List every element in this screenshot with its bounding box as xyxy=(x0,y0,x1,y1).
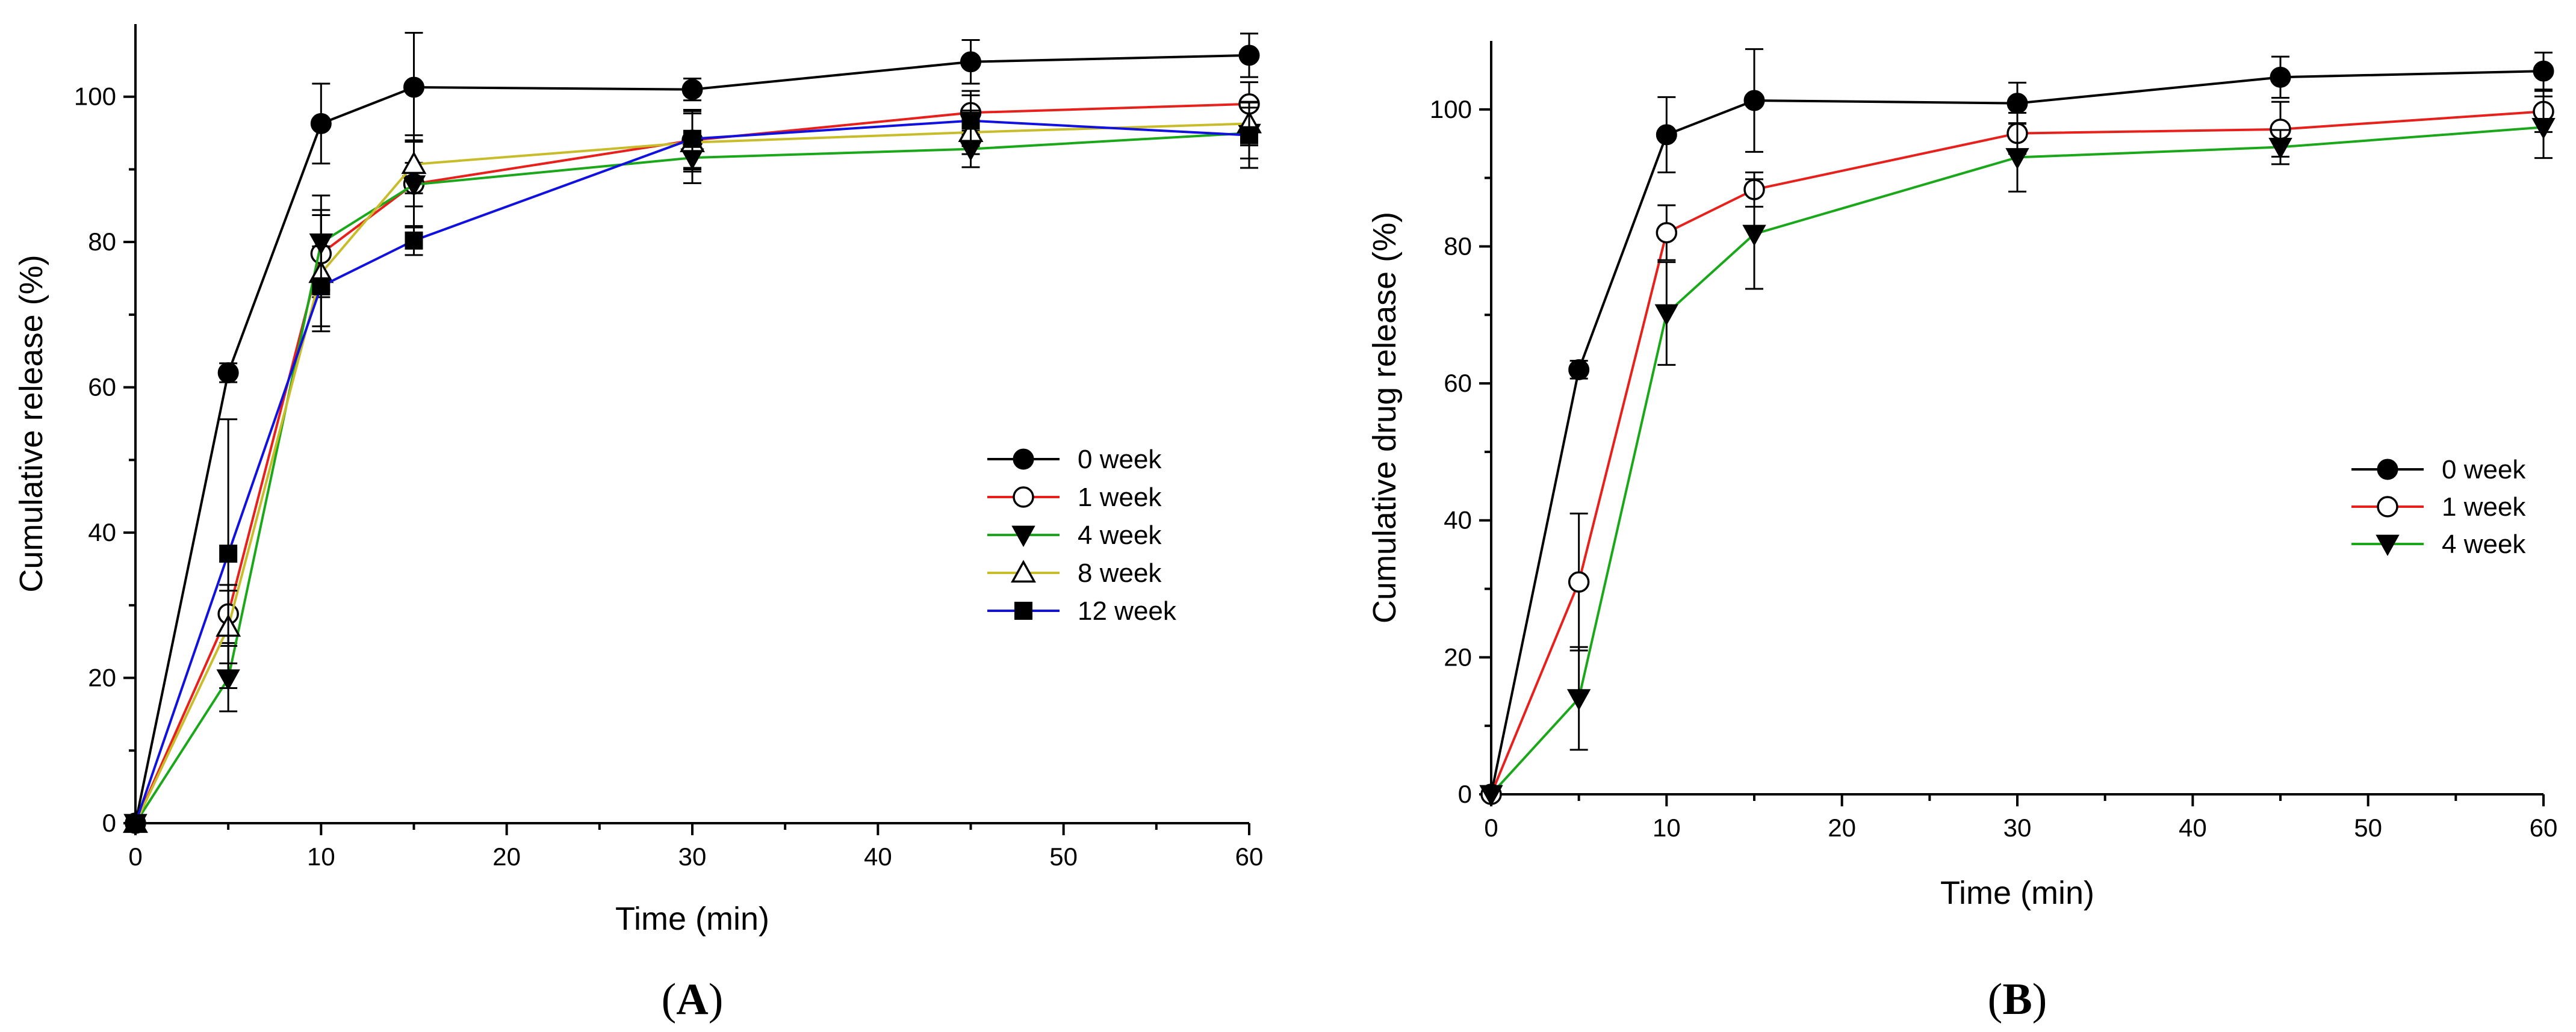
x-tick-label: 0 xyxy=(128,842,142,871)
y-tick-label: 100 xyxy=(74,82,116,111)
y-axis-label: Cumulative release (%) xyxy=(13,255,49,592)
x-tick-label: 10 xyxy=(307,842,335,871)
data-point xyxy=(1238,45,1260,66)
data-point xyxy=(405,231,423,250)
legend-label: 4 week xyxy=(1078,521,1162,550)
x-tick-label: 50 xyxy=(1049,842,1078,871)
data-point xyxy=(217,362,239,383)
y-tick-label: 80 xyxy=(88,227,116,256)
legend-label: 1 week xyxy=(1078,483,1162,512)
legend: 0 week 1 week 4 week xyxy=(2351,455,2526,559)
legend-label: 0 week xyxy=(2442,455,2526,484)
legend-marker xyxy=(1013,448,1034,470)
data-point xyxy=(1656,124,1677,146)
legend-marker xyxy=(2376,534,2400,557)
y-tick-label: 0 xyxy=(102,809,116,837)
data-point xyxy=(126,814,144,832)
data-point xyxy=(312,277,331,295)
panel-label-close: ) xyxy=(2032,975,2047,1024)
data-point xyxy=(960,51,981,73)
x-tick-label: 40 xyxy=(864,842,892,871)
legend-label: 1 week xyxy=(2442,492,2526,522)
y-tick-label: 60 xyxy=(1444,369,1472,397)
data-point xyxy=(2005,148,2029,170)
data-point xyxy=(1743,90,1765,111)
data-point xyxy=(683,129,701,148)
legend-label: 8 week xyxy=(1078,558,1162,588)
legend-marker xyxy=(2377,496,2398,518)
y-tick-label: 40 xyxy=(1444,506,1472,534)
x-tick-label: 60 xyxy=(1235,842,1264,871)
y-tick-label: 20 xyxy=(88,664,116,692)
x-tick-label: 0 xyxy=(1484,814,1498,842)
x-tick-label: 30 xyxy=(678,842,707,871)
series-line xyxy=(1490,110,2544,795)
x-axis-label: Time (min) xyxy=(1940,875,2094,911)
data-point xyxy=(1654,304,1679,326)
data-point xyxy=(310,113,332,134)
data-point xyxy=(401,151,427,175)
panel-label-open: ( xyxy=(662,975,677,1024)
y-tick-label: 100 xyxy=(1430,95,1472,123)
series-12-week xyxy=(126,94,1258,832)
data-point xyxy=(2531,118,2556,140)
data-point xyxy=(961,111,980,130)
data-point xyxy=(219,545,238,563)
x-tick-label: 40 xyxy=(2179,814,2207,842)
panel-label-letter: A xyxy=(676,975,708,1024)
data-point xyxy=(2268,138,2292,159)
data-point xyxy=(681,79,703,100)
y-axis-label: Cumulative drug release (%) xyxy=(1367,212,1403,623)
data-point xyxy=(1568,359,1590,380)
legend-label: 0 week xyxy=(1078,445,1162,474)
legend-marker xyxy=(1014,602,1032,620)
data-point xyxy=(2533,60,2554,82)
legend-label: 12 week xyxy=(1078,596,1177,626)
x-tick-label: 60 xyxy=(2530,814,2558,842)
legend-marker xyxy=(2377,459,2398,480)
x-tick-label: 20 xyxy=(1828,814,1856,842)
data-point xyxy=(1566,689,1591,711)
data-point xyxy=(1240,126,1258,144)
x-tick-label: 10 xyxy=(1653,814,1681,842)
y-tick-label: 20 xyxy=(1444,643,1472,671)
legend-marker xyxy=(1013,486,1034,508)
legend-label: 4 week xyxy=(2442,530,2526,559)
data-point xyxy=(2270,66,2291,88)
panel-label-letter: B xyxy=(2002,975,2032,1024)
y-tick-label: 60 xyxy=(88,373,116,401)
y-tick-label: 0 xyxy=(1458,780,1472,808)
x-axis-label: Time (min) xyxy=(615,901,769,937)
x-tick-label: 50 xyxy=(2354,814,2382,842)
panel-label: (B) xyxy=(1988,975,2047,1024)
series-line xyxy=(134,132,1250,824)
data-point xyxy=(1742,224,1766,247)
legend-marker xyxy=(1011,525,1035,548)
panel-label: (A) xyxy=(662,975,724,1024)
data-point xyxy=(403,76,424,98)
legend-marker xyxy=(1011,560,1036,583)
panel-label-open: ( xyxy=(1988,975,2003,1024)
chart-panel-a: 0 10 20 30 40 50 60 0 20 40 60 80 100 Time (min) Cumul… xyxy=(13,24,1263,1024)
x-tick-label: 20 xyxy=(492,842,521,871)
y-tick-label: 80 xyxy=(1444,232,1472,260)
data-point xyxy=(1656,221,1678,244)
data-point xyxy=(1568,571,1590,593)
x-tick-label: 30 xyxy=(2003,814,2032,842)
legend: 0 week 1 week 4 week 8 week 12 week xyxy=(987,445,1177,626)
data-point xyxy=(1479,785,1503,807)
panel-label-close: ) xyxy=(709,975,724,1024)
y-tick-label: 40 xyxy=(88,518,116,546)
chart-panel-b: 0 10 20 30 40 50 60 0 20 40 60 80 100 Time (min) Cumul… xyxy=(1367,41,2557,1024)
data-point xyxy=(2006,93,2028,114)
series-4-week xyxy=(1479,95,2556,807)
